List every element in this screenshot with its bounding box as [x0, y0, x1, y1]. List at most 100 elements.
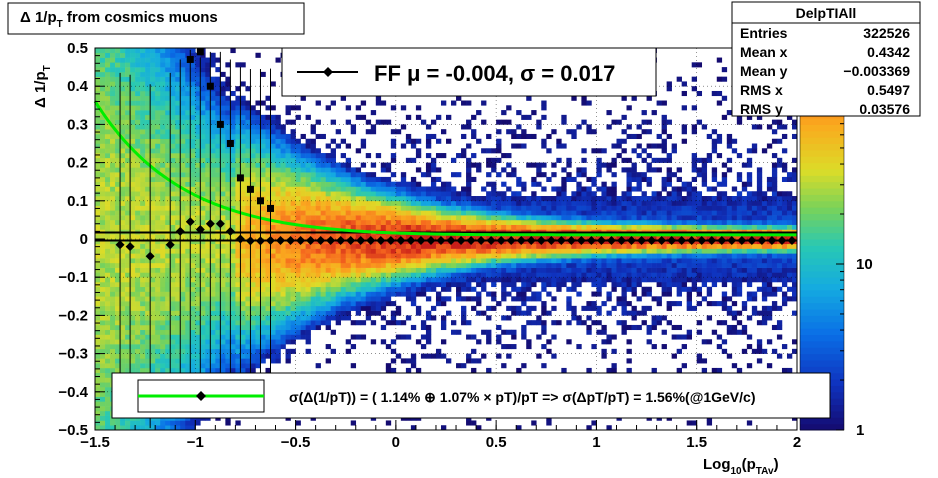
mean-point — [596, 236, 606, 246]
mean-point — [496, 236, 506, 246]
sigma-point — [236, 174, 244, 182]
y-tick-label: 0.1 — [67, 193, 88, 210]
mean-point — [346, 236, 356, 246]
y-axis-label: Δ 1/pT — [32, 65, 53, 108]
mean-point — [286, 236, 296, 246]
resolution-legend-text: σ(Δ(1/pT)) = ( 1.14% ⊕ 1.07% × pT)/pT =>… — [289, 389, 755, 405]
mean-point — [386, 236, 396, 246]
y-tick-label: −0.3 — [58, 346, 88, 363]
y-tick-label: 0.3 — [67, 116, 88, 133]
mean-point — [556, 236, 566, 246]
mean-point — [747, 236, 757, 246]
mean-point — [306, 236, 316, 246]
mean-point — [606, 236, 616, 246]
mean-point — [617, 236, 626, 246]
stats-label: Mean y — [740, 63, 788, 79]
profile-markers — [115, 48, 797, 429]
y-tick-label: −0.5 — [58, 422, 88, 439]
mean-point — [255, 236, 265, 246]
mean-point — [215, 219, 225, 229]
mean-point — [687, 236, 697, 246]
mean-point — [426, 236, 436, 246]
stats-value: 322526 — [863, 25, 910, 41]
x-tick-label: −1.5 — [80, 434, 110, 451]
mean-point — [205, 219, 215, 229]
mean-point — [316, 236, 326, 246]
mean-point — [727, 236, 737, 246]
fit-curve-line — [93, 100, 797, 237]
mean-point — [506, 236, 516, 246]
mean-point — [336, 236, 346, 246]
x-tick-label: 0.5 — [486, 434, 507, 451]
x-tick-label: 0 — [392, 434, 400, 451]
mean-point — [677, 236, 687, 246]
mean-point — [276, 236, 286, 246]
y-tick-label: −0.2 — [58, 307, 88, 324]
y-tick-label: 0.2 — [67, 155, 88, 172]
y-tick-label: 0.4 — [67, 78, 89, 95]
mean-point — [145, 251, 155, 261]
stats-label: Entries — [740, 25, 788, 41]
mean-point — [637, 236, 647, 246]
mean-point — [266, 236, 275, 246]
mean-point — [697, 236, 707, 246]
mean-point — [456, 236, 466, 246]
title-sub: T — [57, 19, 63, 30]
mean-point — [225, 226, 235, 236]
mean-point — [516, 236, 526, 246]
mean-point — [235, 234, 245, 244]
mean-point — [416, 236, 426, 246]
y-tick-label: 0.5 — [67, 40, 88, 57]
x-tick-label: −1 — [187, 434, 204, 451]
mean-point — [446, 236, 456, 246]
x-axis-label: Log10(pTAv) — [703, 456, 779, 477]
stats-box-name: DelpTIAll — [796, 5, 857, 21]
sigma-point — [246, 185, 254, 193]
mean-point — [396, 236, 406, 246]
mean-point — [245, 236, 255, 246]
mean-point — [717, 236, 727, 246]
fit-curve — [93, 100, 797, 237]
sigma-point — [196, 48, 204, 56]
mean-point — [296, 236, 306, 246]
mean-point — [356, 236, 366, 246]
mean-point — [195, 224, 205, 234]
y-tick-label: −0.1 — [58, 269, 88, 286]
y-axis-ticks: −0.5 −0.4 −0.3 −0.2 −0.1 0 0.1 0.2 0.3 0.4 0.5 — [58, 40, 105, 439]
mean-point — [627, 236, 637, 246]
stats-value: −0.003369 — [843, 63, 910, 79]
mean-point — [757, 236, 767, 246]
mean-point — [707, 236, 717, 246]
mean-point — [436, 236, 446, 246]
mean-point — [185, 217, 195, 227]
stats-label: Mean x — [740, 44, 788, 60]
mean-point — [366, 236, 376, 246]
resolution-legend: σ(Δ(1/pT)) = ( 1.14% ⊕ 1.07% × pT)/pT =>… — [111, 372, 831, 419]
sigma-point — [206, 82, 214, 90]
mean-point — [647, 236, 657, 246]
fit-legend-text: FF μ = -0.004, σ = 0.017 — [374, 61, 615, 86]
mean-point — [576, 236, 586, 246]
mean-point — [536, 236, 546, 246]
sigma-point — [267, 204, 274, 212]
stats-label: RMS y — [740, 101, 783, 117]
mean-point — [466, 236, 476, 246]
mean-point — [125, 242, 135, 252]
x-tick-label: −0.5 — [281, 434, 311, 451]
mean-point — [777, 236, 787, 246]
stats-box: DelpTIAll Entries 322526 Mean x 0.4342 Mean … — [731, 1, 921, 117]
mean-point — [165, 240, 175, 250]
mean-point — [406, 236, 416, 246]
stats-label: RMS x — [740, 82, 783, 98]
mean-point — [787, 236, 797, 246]
x-tick-label: 1 — [592, 434, 600, 451]
stats-value: 0.5497 — [867, 82, 910, 98]
mean-point — [476, 236, 486, 246]
colorbar-tick-label: 1 — [856, 422, 864, 439]
mean-point — [767, 236, 777, 246]
y-tick-label: −0.4 — [58, 384, 88, 401]
sigma-point — [226, 140, 234, 147]
x-tick-label: 1.5 — [686, 434, 707, 451]
mean-point — [667, 236, 677, 246]
